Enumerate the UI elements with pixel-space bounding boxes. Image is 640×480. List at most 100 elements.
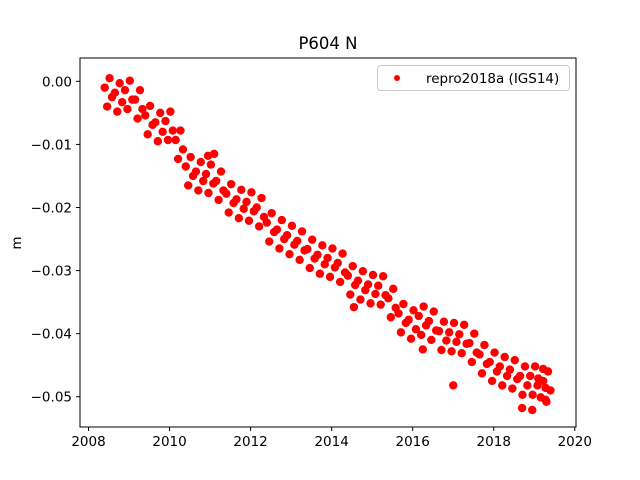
data-point [449, 318, 459, 328]
data-point [224, 208, 233, 217]
data-point [216, 167, 226, 176]
data-point [303, 244, 312, 254]
data-point [399, 299, 408, 309]
data-point [523, 381, 532, 390]
data-point [214, 195, 223, 205]
data-point [209, 149, 219, 159]
data-point [530, 362, 540, 371]
data-point [533, 381, 542, 390]
data-point [328, 244, 337, 253]
data-point [406, 334, 416, 343]
data-point [500, 352, 509, 362]
data-point [495, 362, 505, 371]
data-point [538, 376, 548, 386]
data-point [206, 160, 216, 169]
data-point [348, 261, 357, 271]
x-tick-label: 2008 [71, 434, 105, 450]
data-point [315, 269, 325, 278]
data-point [181, 162, 190, 171]
data-point [498, 381, 507, 390]
data-point [447, 347, 456, 356]
data-point [396, 328, 406, 337]
data-point [374, 281, 383, 290]
x-tick-label: 2020 [558, 434, 592, 450]
data-point [265, 237, 274, 246]
data-point [105, 73, 114, 83]
data-point [386, 313, 396, 322]
data-point [141, 111, 150, 120]
x-tick-label: 2014 [314, 434, 348, 450]
y-tick-label: 0.00 [42, 74, 72, 90]
data-point [384, 294, 393, 303]
data-point [117, 97, 127, 107]
data-point [505, 365, 515, 374]
data-point [297, 227, 307, 236]
data-point [307, 235, 317, 244]
data-point [465, 338, 474, 348]
data-point [338, 249, 347, 258]
data-point [467, 357, 477, 367]
data-point [191, 167, 201, 176]
data-point [247, 188, 256, 197]
data-point [232, 195, 241, 204]
data-point [368, 270, 378, 280]
data-point [349, 302, 359, 312]
data-point [459, 320, 469, 330]
data-point [275, 244, 284, 253]
data-point [470, 329, 479, 338]
data-point [110, 88, 120, 97]
data-point [457, 349, 466, 358]
data-point [222, 189, 231, 198]
data-point [100, 83, 109, 92]
data-point [226, 179, 236, 189]
data-point [282, 231, 292, 240]
data-point [186, 152, 195, 162]
data-point [166, 107, 175, 116]
data-point [173, 154, 183, 164]
scatter-points [100, 73, 555, 415]
x-tick-label: 2016 [396, 434, 430, 450]
data-point [424, 316, 434, 326]
data-point [444, 328, 454, 337]
data-point [178, 145, 188, 154]
data-point [363, 280, 373, 289]
data-point [234, 214, 244, 223]
data-point [439, 317, 449, 326]
data-point [418, 345, 428, 354]
y-tick-label: −0.01 [31, 137, 72, 153]
data-point [528, 405, 537, 415]
data-point [123, 104, 132, 114]
data-point [515, 371, 525, 381]
data-point [510, 355, 520, 365]
data-point [487, 376, 497, 386]
data-point [293, 236, 302, 246]
data-point [394, 309, 403, 318]
data-point [475, 350, 484, 359]
data-point [389, 284, 398, 294]
data-point [358, 267, 368, 276]
data-point [490, 348, 499, 357]
data-point [287, 221, 297, 230]
data-point [546, 386, 555, 395]
data-point [325, 272, 335, 282]
data-point [176, 126, 185, 135]
data-point [366, 299, 375, 308]
data-point [542, 397, 551, 406]
data-point [502, 371, 512, 381]
data-point [419, 302, 428, 311]
data-point [442, 336, 451, 345]
data-point [252, 203, 261, 212]
data-point [485, 357, 494, 367]
data-point [135, 85, 145, 95]
data-point [528, 390, 537, 400]
data-point [429, 307, 438, 316]
data-point [242, 197, 251, 207]
data-point [239, 204, 248, 213]
x-tick-label: 2010 [152, 434, 186, 450]
data-point [138, 104, 147, 114]
data-point [151, 118, 160, 127]
data-point [346, 290, 355, 299]
data-point [427, 335, 436, 345]
data-point [257, 193, 266, 203]
legend: repro2018a (IGS14) [377, 65, 570, 91]
